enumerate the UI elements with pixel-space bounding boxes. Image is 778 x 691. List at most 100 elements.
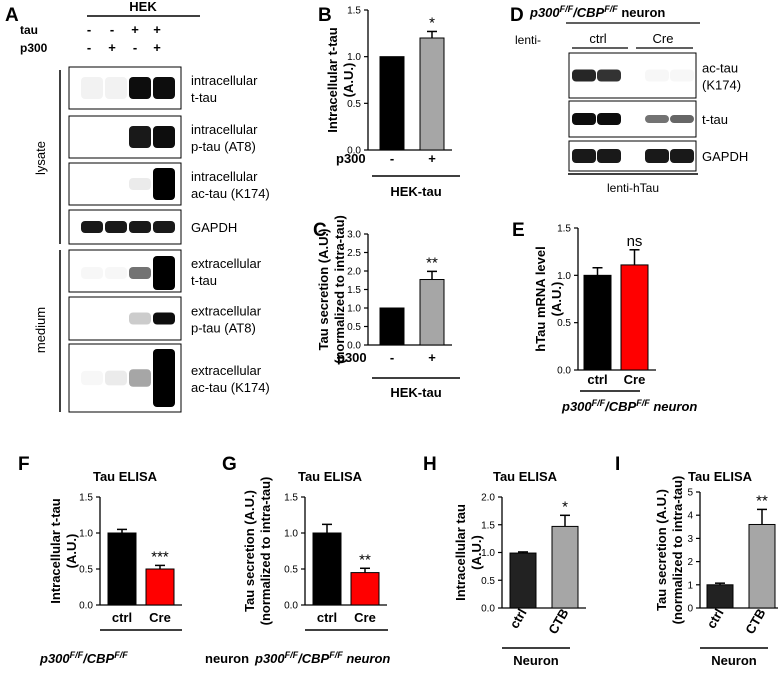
blot-a-conditions: - - - + + - + +: [87, 22, 161, 55]
blot-d-band: [670, 149, 694, 163]
chart-b-row-label: p300: [336, 151, 366, 166]
chart-h-group-label: Neuron: [513, 653, 559, 668]
blot-a-header: HEK: [129, 0, 157, 14]
chart-e-bar: [583, 274, 612, 371]
chart-g-y-tick-label: 1.5: [284, 493, 298, 504]
chart-e-y-label: (A.U.): [549, 282, 564, 317]
chart-i-significance: **: [756, 492, 768, 509]
chart-h-y-tick-label: 0.0: [481, 604, 495, 615]
chart-g-significance: **: [359, 551, 371, 568]
chart-i-y-tick-label: 3: [687, 534, 693, 545]
blot-a-p300-sign: -: [133, 40, 137, 55]
chart-h-y-label: Intracellular tau: [453, 504, 468, 601]
panel-label-c: C: [313, 220, 327, 241]
chart-i-y-tick-label: 0: [687, 604, 693, 615]
chart-c-y-tick-label: 2.5: [347, 248, 361, 259]
blot-d-band: [572, 149, 596, 163]
blot-a-band-label: GAPDH: [191, 220, 237, 235]
chart-i-y-label: Tau secretion (A.U.): [654, 489, 669, 611]
panel-label-f: F: [18, 454, 30, 475]
panel-label-e: E: [512, 220, 525, 241]
blot-a-band-label: p-tau (AT8): [191, 139, 256, 154]
blot-d-band: [645, 149, 669, 163]
blot-a-band: [105, 221, 127, 233]
chart-f: 0.0 0.5 1.0 1.5 Intracellular t-tau (A.U.) Tau…: [48, 469, 249, 666]
blot-d-band: [670, 70, 694, 82]
chart-c-y-tick-label: 2.0: [347, 267, 361, 278]
blot-a-band: [105, 267, 127, 279]
blot-d-band: [645, 115, 669, 123]
chart-e-y-tick-label: 1.0: [557, 271, 571, 282]
chart-b-y-tick-label: 0.0: [347, 146, 361, 157]
blot-a-band: [129, 77, 151, 99]
blot-a-band-label: extracellular: [191, 363, 262, 378]
chart-h-category-label: CTB: [545, 606, 571, 637]
chart-b-significance: *: [429, 14, 435, 31]
chart-h-category-label: ctrl: [506, 606, 529, 631]
blot-d-band: [597, 149, 621, 163]
chart-i-bar: [706, 584, 734, 609]
blot-a-band: [105, 77, 127, 99]
blot-a-band: [153, 168, 175, 200]
chart-e-category-label: ctrl: [587, 372, 607, 387]
panel-label-d: D: [510, 5, 524, 26]
panel-label-g: G: [222, 454, 237, 475]
chart-g-bar: [312, 532, 342, 606]
chart-i-y-tick-label: 5: [687, 488, 693, 499]
blot-a-band: [81, 221, 103, 233]
chart-g-category-label: Cre: [354, 610, 376, 625]
chart-g-y-label: (normalized to intra-tau): [258, 477, 273, 626]
chart-c-bar: [419, 279, 445, 346]
chart-e-y-tick-label: 0.5: [557, 318, 571, 329]
chart-f-category-label: ctrl: [112, 610, 132, 625]
chart-c-y-label: (normalized to intra-tau): [332, 215, 347, 364]
blot-a-band: [129, 267, 151, 279]
blot-a-tau-sign: +: [131, 22, 139, 37]
blot-a-band: [81, 371, 103, 385]
chart-c-y-tick-label: 0.0: [347, 341, 361, 352]
chart-f-significance: ***: [151, 548, 169, 565]
blot-a-p300-sign: +: [108, 40, 116, 55]
blot-a-band-label: extracellular: [191, 256, 262, 271]
blot-d-band: [572, 69, 596, 82]
chart-f-bar: [145, 568, 175, 606]
chart-c-group-label: HEK-tau: [390, 385, 441, 400]
blot-a-band: [81, 267, 103, 279]
chart-f-y-tick-label: 0.0: [79, 601, 93, 612]
blot-a-band: [129, 369, 151, 387]
chart-c-bar: [379, 307, 405, 346]
chart-h: 0.0 0.5 1.0 1.5 2.0 Intracellular tau (A.U.) Ta…: [453, 469, 586, 668]
chart-i-group-label: Neuron: [711, 653, 757, 668]
chart-i-y-tick-label: 1: [687, 580, 693, 591]
chart-i-title: Tau ELISA: [688, 469, 753, 484]
blot-a-lysate-label: lysate: [33, 141, 48, 175]
blot-d-band: [572, 113, 596, 125]
blot-a-tau-sign: +: [153, 22, 161, 37]
chart-i-category-label: ctrl: [703, 606, 726, 631]
chart-c-y-label: Tau secretion (A.U.): [316, 229, 331, 351]
blot-d-lenti-label: lenti-: [515, 33, 541, 47]
blot-a-bands: intracellular t-tau intracellular p-tau (AT…: [68, 66, 270, 413]
chart-h-y-tick-label: 2.0: [481, 493, 495, 504]
chart-b-bar: [419, 37, 445, 151]
chart-f-y-label: (A.U.): [64, 534, 79, 569]
chart-i-category-label: CTB: [742, 606, 768, 637]
blot-a-band-label: intracellular: [191, 73, 258, 88]
blot-d-bands: ac-tau (K174) t-tau GAPDH: [568, 52, 748, 172]
blot-a-tau-sign: -: [87, 22, 91, 37]
blot-d-band-label: ac-tau: [702, 61, 738, 76]
chart-c-y-tick-label: 1.0: [347, 304, 361, 315]
chart-i: 0 1 2 3 4 5 Tau secretion (A.U.) (normalized to…: [654, 469, 778, 668]
chart-b-y-label: Intracellular t-tau: [325, 27, 340, 133]
genotype-label-f: p300F/F/CBPF/F: [39, 650, 128, 666]
chart-b-category-label: +: [428, 151, 436, 166]
blot-a-band: [129, 221, 151, 233]
genotype-label-g: p300F/F/CBPF/F neuron: [254, 650, 390, 666]
chart-i-y-label: (normalized to intra-tau): [670, 476, 685, 625]
blot-a-band: [129, 126, 151, 148]
chart-b-y-label: (A.U.): [341, 63, 356, 98]
chart-f-title: Tau ELISA: [93, 469, 158, 484]
chart-i-y-tick-label: 2: [687, 557, 693, 568]
blot-a-p300-sign: -: [87, 40, 91, 55]
